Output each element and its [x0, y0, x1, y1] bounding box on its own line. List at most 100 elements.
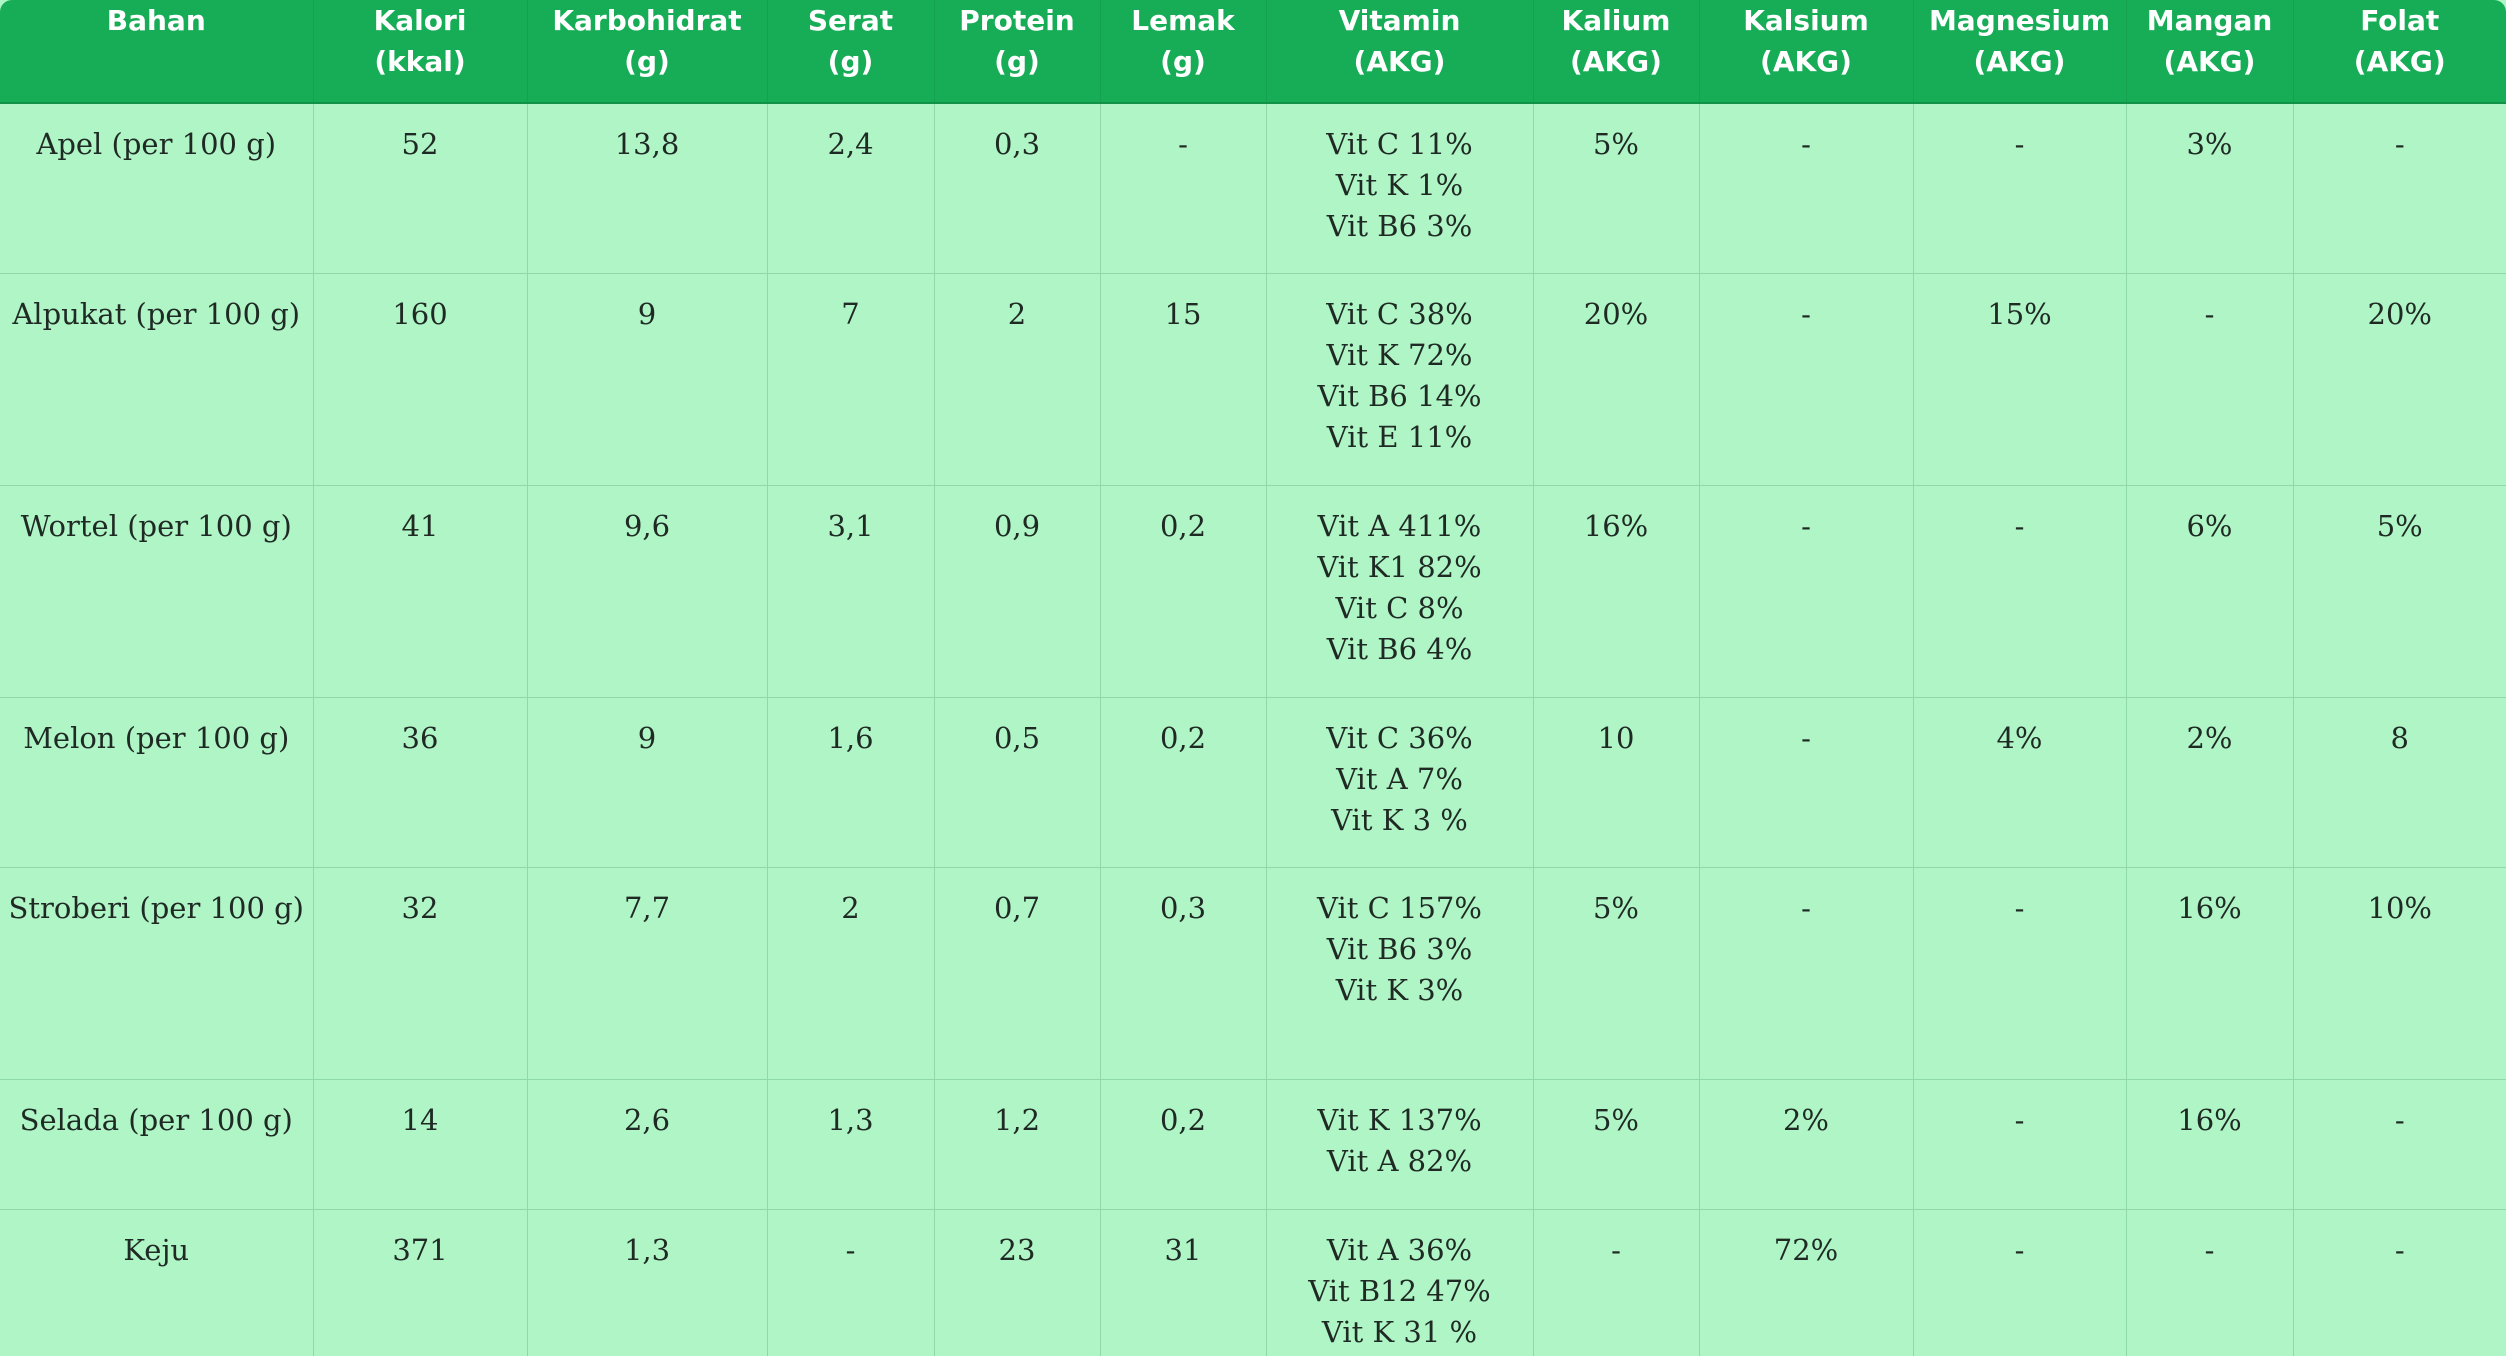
header-kalium-line: Kalium	[1561, 4, 1671, 37]
cell-protein: 0,9	[933, 484, 1100, 697]
cell-serat: 3,1	[766, 484, 934, 697]
cell-kalium: -	[1532, 1208, 1699, 1356]
cell-lemak: 31	[1099, 1208, 1266, 1356]
cell-kalium: 5%	[1532, 102, 1699, 273]
header-karbohidrat: Karbohidrat (g)	[526, 0, 767, 104]
cell-kalori: 41	[312, 484, 527, 697]
header-karbohidrat-line: (g)	[624, 45, 670, 78]
cell-bahan: Keju	[0, 1208, 313, 1356]
cell-kalium: 10	[1532, 696, 1699, 867]
table-row: Keju 371 1,3-23 31 Vit A 36% Vit B12 47% Vit K…	[0, 1208, 2506, 1356]
header-row: Bahan Kalori (kkal) Karbohidrat (g) Serat (g) P…	[0, 0, 2506, 104]
cell-bahan: Selada (per 100 g)	[0, 1078, 313, 1209]
cell-magnesium: -	[1912, 866, 2126, 1079]
header-kalium: Kalium (AKG)	[1532, 0, 1699, 104]
cell-folat: 20%	[2292, 272, 2506, 485]
vitamin-entry: Vit B6 3%	[1326, 209, 1473, 243]
cell-karbohidrat: 1,3	[526, 1208, 767, 1356]
header-karbohidrat-line: Karbohidrat	[552, 4, 742, 37]
cell-bahan: Stroberi (per 100 g)	[0, 866, 313, 1079]
vitamin-entry: Vit B6 14%	[1317, 378, 1482, 413]
cell-kalsium: -	[1698, 696, 1913, 867]
cell-lemak: -	[1099, 102, 1266, 273]
cell-bahan: Alpukat (per 100 g)	[0, 272, 313, 485]
cell-vitamin: Vit K 137% Vit A 82%	[1265, 1078, 1533, 1209]
cell-karbohidrat: 2,6	[526, 1078, 767, 1209]
cell-protein: 23	[933, 1208, 1100, 1356]
cell-karbohidrat: 7,7	[526, 866, 767, 1079]
cell-vitamin: Vit A 36% Vit B12 47% Vit K 31 %	[1265, 1208, 1533, 1356]
header-magnesium-line: Magnesium	[1928, 4, 2111, 37]
header-mangan-line: (AKG)	[2163, 45, 2256, 78]
vitamin-entry: Vit K 72%	[1326, 337, 1473, 372]
table-row: Alpukat (per 100 g) 160 9 7 2 15 Vit C 38% Vit …	[0, 272, 2506, 485]
cell-kalsium: 72%	[1698, 1208, 1913, 1356]
header-folat-line: Folat	[2360, 4, 2440, 37]
vitamin-entry: Vit E 11%	[1326, 419, 1473, 454]
cell-magnesium: -	[1912, 1078, 2126, 1209]
table-row: Apel (per 100 g) 52 13,8 2,4 0,3- Vit C 11% Vi…	[0, 102, 2506, 273]
cell-mangan: 6%	[2125, 484, 2293, 697]
table-row: Wortel (per 100 g) 41 9,6 3,1 0,9 0,2 Vit A 41…	[0, 484, 2506, 697]
cell-folat: -	[2292, 102, 2506, 273]
cell-kalium: 5%	[1532, 1078, 1699, 1209]
cell-kalsium: -	[1698, 866, 1913, 1079]
cell-vitamin: Vit C 11% Vit K 1% Vit B6 3%	[1265, 102, 1533, 273]
vitamin-entry: Vit C 11%	[1326, 127, 1473, 161]
cell-protein: 1,2	[933, 1078, 1100, 1209]
vitamin-entry: Vit K 137%	[1317, 1102, 1482, 1137]
header-bahan: Bahan	[0, 0, 313, 104]
header-lemak-line: Lemak	[1131, 4, 1235, 37]
cell-lemak: 0,2	[1099, 484, 1266, 697]
cell-lemak: 0,3	[1099, 866, 1266, 1079]
header-folat: Folat (AKG)	[2292, 0, 2506, 104]
cell-folat: 5%	[2292, 484, 2506, 697]
cell-kalsium: -	[1698, 484, 1913, 697]
cell-magnesium: -	[1912, 1208, 2126, 1356]
cell-folat: 10%	[2292, 866, 2506, 1079]
cell-kalsium: -	[1698, 102, 1913, 273]
cell-magnesium: 15%	[1912, 272, 2126, 485]
header-serat-line: Serat	[807, 4, 894, 37]
cell-kalium: 5%	[1532, 866, 1699, 1079]
cell-karbohidrat: 9	[526, 272, 767, 485]
header-vitamin-line: Vitamin	[1338, 4, 1461, 37]
cell-vitamin: Vit C 38% Vit K 72% Vit B6 14% Vit E 11%	[1265, 272, 1533, 485]
cell-kalori: 36	[312, 696, 527, 867]
cell-magnesium: -	[1912, 102, 2126, 273]
cell-karbohidrat: 9,6	[526, 484, 767, 697]
cell-karbohidrat: 13,8	[526, 102, 767, 273]
cell-protein: 2	[933, 272, 1100, 485]
table-row: Stroberi (per 100 g) 32 7,7 2 0,7 0,3 Vit C 15…	[0, 866, 2506, 1079]
cell-bahan: Melon (per 100 g)	[0, 696, 313, 867]
cell-kalsium: 2%	[1698, 1078, 1913, 1209]
cell-protein: 0,5	[933, 696, 1100, 867]
header-bahan-line: Bahan	[106, 4, 206, 37]
cell-kalium: 20%	[1532, 272, 1699, 485]
vitamin-entry: Vit A 82%	[1326, 1143, 1473, 1178]
table-body: Apel (per 100 g) 52 13,8 2,4 0,3- Vit C 11% Vi…	[0, 102, 2506, 1356]
header-folat-line: (AKG)	[2353, 45, 2446, 78]
cell-folat: 8	[2292, 696, 2506, 867]
vitamin-entry: Vit C 157%	[1317, 890, 1482, 925]
cell-kalori: 160	[312, 272, 527, 485]
cell-mangan: 3%	[2125, 102, 2293, 273]
vitamin-entry: Vit C 38%	[1326, 296, 1473, 331]
cell-kalium: 16%	[1532, 484, 1699, 697]
cell-serat: 7	[766, 272, 934, 485]
vitamin-entry: Vit B12 47%	[1308, 1273, 1491, 1308]
cell-mangan: 16%	[2125, 1078, 2293, 1209]
header-lemak-line: (g)	[1160, 45, 1206, 78]
cell-serat: 1,3	[766, 1078, 934, 1209]
header-kalori-line: Kalori	[373, 4, 467, 37]
cell-protein: 0,7	[933, 866, 1100, 1079]
header-protein: Protein (g)	[933, 0, 1100, 104]
cell-mangan: -	[2125, 272, 2293, 485]
cell-lemak: 0,2	[1099, 1078, 1266, 1209]
cell-lemak: 0,2	[1099, 696, 1266, 867]
vitamin-entry: Vit A 411%	[1317, 508, 1482, 543]
vitamin-entry: Vit A 36%	[1326, 1232, 1473, 1267]
cell-kalsium: -	[1698, 272, 1913, 485]
